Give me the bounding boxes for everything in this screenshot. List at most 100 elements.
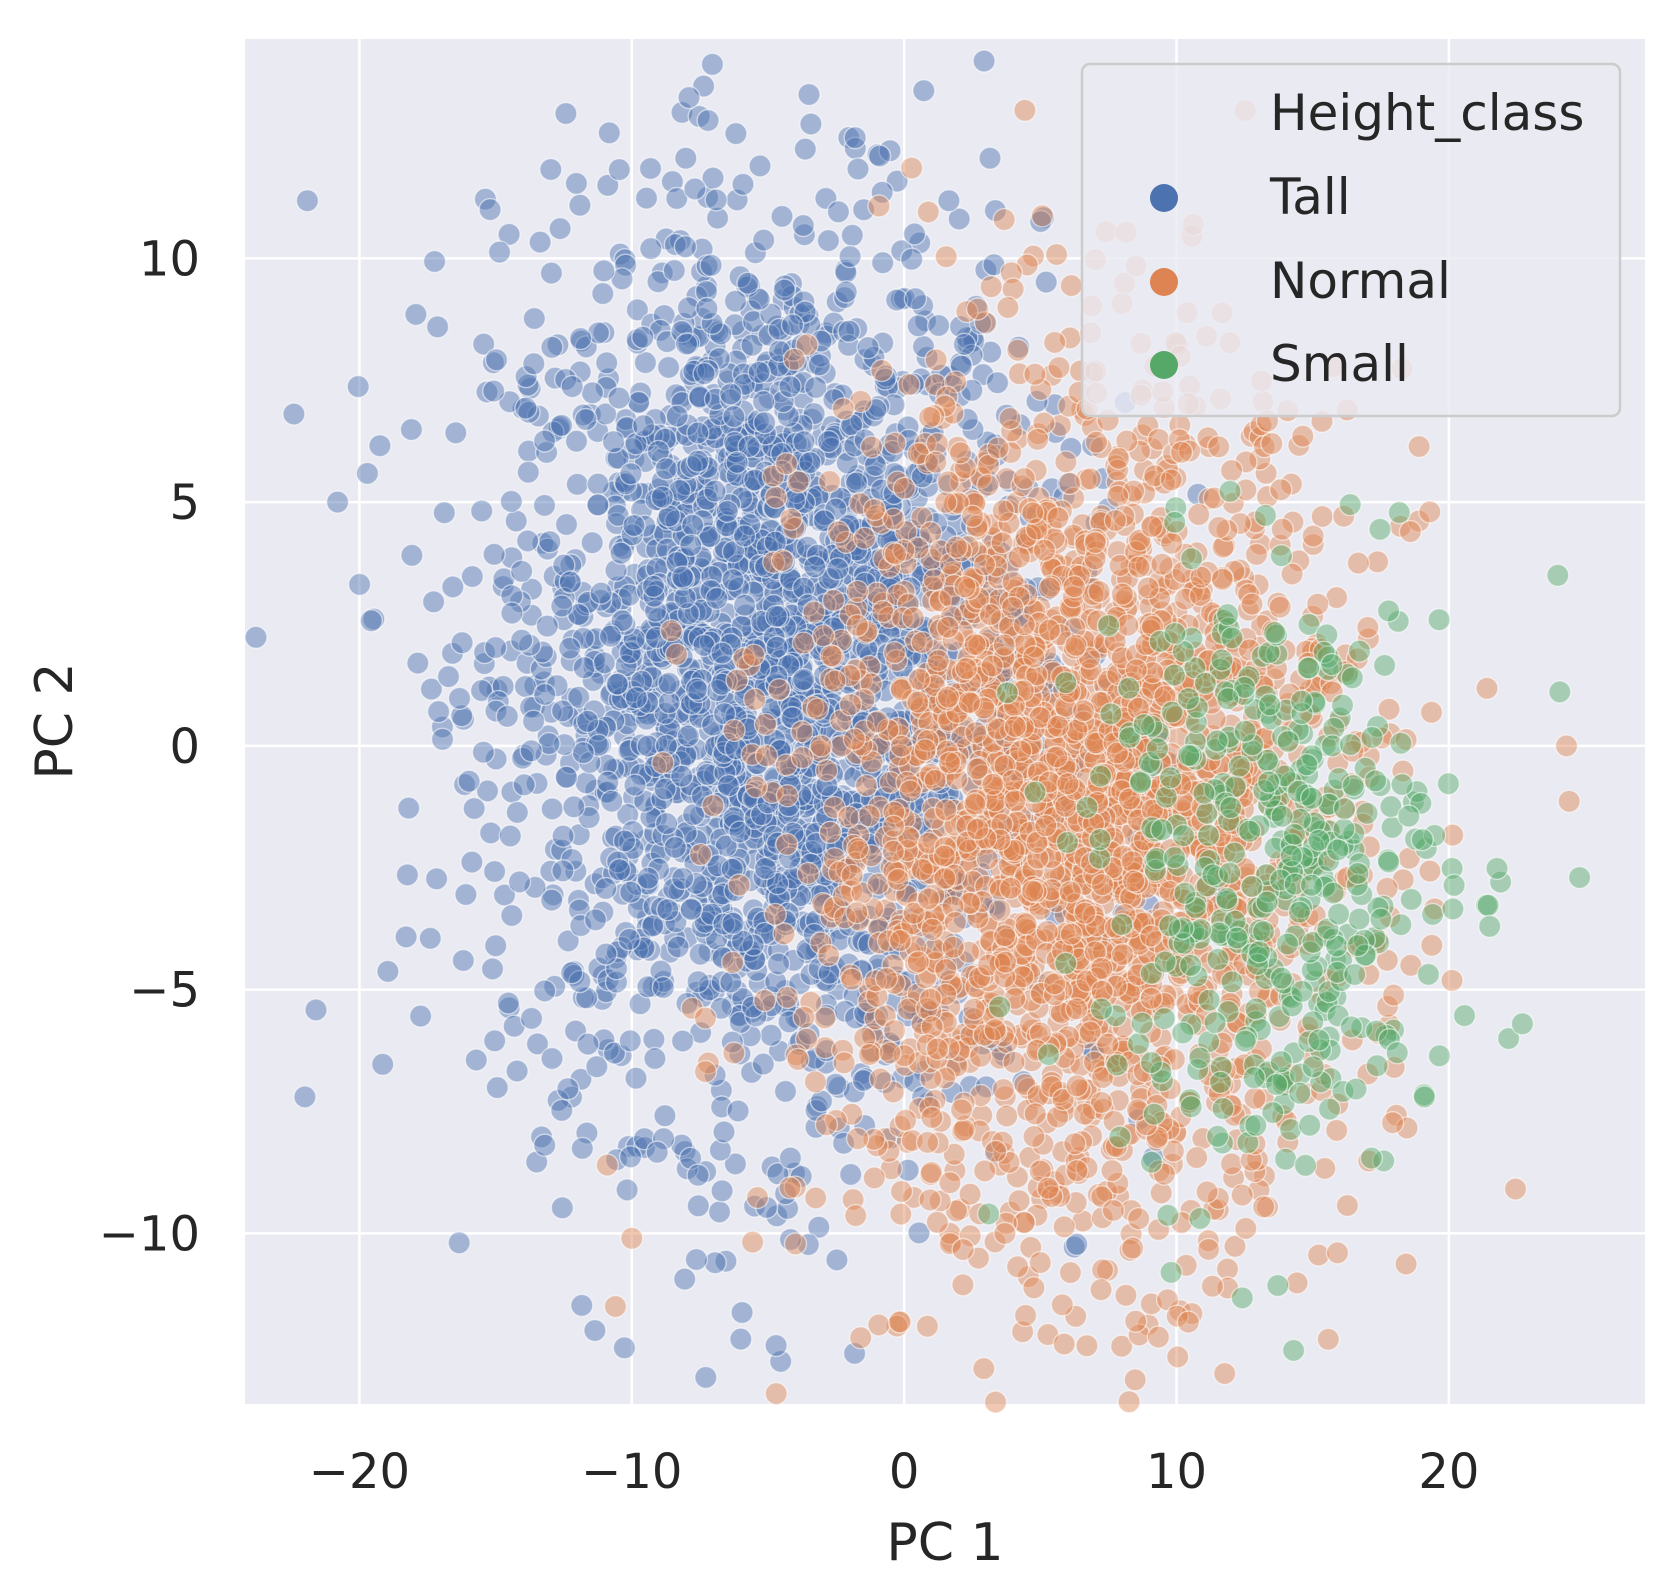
data-point bbox=[1123, 1309, 1148, 1333]
data-point bbox=[505, 800, 529, 825]
data-point bbox=[882, 640, 907, 665]
data-point bbox=[722, 718, 746, 743]
data-point bbox=[1105, 484, 1130, 508]
data-point bbox=[368, 434, 392, 458]
data-point bbox=[913, 738, 937, 762]
data-point bbox=[838, 693, 863, 717]
data-point bbox=[834, 280, 858, 304]
data-point bbox=[540, 335, 564, 359]
data-point bbox=[643, 1046, 667, 1071]
data-point bbox=[653, 1103, 677, 1128]
data-point bbox=[797, 82, 821, 107]
data-point bbox=[575, 709, 600, 733]
data-point bbox=[346, 374, 370, 399]
data-point bbox=[733, 593, 757, 617]
data-point bbox=[778, 1146, 803, 1170]
data-point bbox=[818, 820, 842, 844]
data-point bbox=[618, 1029, 642, 1053]
data-point bbox=[462, 796, 486, 821]
data-point bbox=[1291, 424, 1315, 448]
data-point bbox=[752, 410, 777, 435]
data-point bbox=[1268, 595, 1292, 619]
data-point bbox=[418, 926, 442, 950]
data-point bbox=[826, 520, 851, 544]
data-point bbox=[1324, 1118, 1349, 1143]
data-point bbox=[694, 1365, 718, 1390]
data-point bbox=[1419, 700, 1444, 724]
data-point bbox=[564, 171, 589, 196]
data-point bbox=[483, 635, 508, 660]
data-point bbox=[846, 837, 870, 861]
data-point bbox=[772, 922, 796, 946]
data-point bbox=[803, 555, 827, 579]
data-point bbox=[1059, 273, 1084, 298]
data-point bbox=[972, 1356, 996, 1381]
data-point bbox=[634, 186, 659, 210]
data-point bbox=[988, 898, 1012, 923]
data-point bbox=[282, 402, 306, 426]
data-point bbox=[887, 1310, 912, 1334]
data-point bbox=[944, 535, 969, 559]
data-point bbox=[447, 1231, 471, 1255]
data-point bbox=[673, 1267, 697, 1291]
data-point bbox=[612, 1336, 637, 1360]
data-point bbox=[1503, 1177, 1528, 1201]
data-point bbox=[920, 917, 944, 941]
data-point bbox=[726, 1099, 750, 1123]
data-point bbox=[898, 779, 922, 803]
data-point bbox=[645, 1140, 669, 1164]
data-point bbox=[802, 600, 826, 624]
data-point bbox=[903, 287, 928, 311]
data-point bbox=[1186, 502, 1211, 527]
data-point bbox=[684, 677, 709, 701]
data-point bbox=[742, 643, 766, 667]
data-point bbox=[916, 200, 940, 224]
data-point bbox=[886, 867, 910, 892]
data-point bbox=[397, 796, 421, 820]
data-point bbox=[743, 687, 767, 711]
data-point bbox=[764, 1333, 788, 1358]
data-point bbox=[744, 775, 768, 799]
data-point bbox=[1554, 734, 1579, 758]
data-point bbox=[607, 386, 631, 410]
data-point bbox=[475, 779, 500, 803]
data-point bbox=[1123, 1368, 1147, 1392]
data-point bbox=[551, 824, 575, 848]
data-point bbox=[857, 1042, 882, 1067]
data-point bbox=[464, 1048, 488, 1072]
data-point bbox=[763, 902, 787, 927]
data-point bbox=[484, 934, 508, 958]
data-point bbox=[799, 112, 823, 136]
data-point bbox=[1240, 592, 1264, 616]
data-point bbox=[1169, 440, 1194, 464]
data-point bbox=[554, 512, 579, 537]
data-point bbox=[1207, 515, 1231, 540]
data-point bbox=[485, 1075, 509, 1100]
data-point bbox=[550, 594, 574, 618]
data-point bbox=[924, 348, 948, 372]
data-point bbox=[923, 768, 947, 792]
data-point bbox=[693, 1059, 718, 1084]
data-point bbox=[705, 206, 730, 230]
data-point bbox=[522, 352, 546, 376]
data-point bbox=[804, 1186, 828, 1210]
data-point bbox=[1036, 1176, 1060, 1200]
data-point bbox=[900, 156, 924, 180]
data-point bbox=[775, 985, 799, 1009]
data-point bbox=[978, 146, 1002, 170]
data-point bbox=[990, 531, 1014, 555]
data-point bbox=[663, 835, 687, 860]
data-point bbox=[638, 156, 663, 181]
data-point bbox=[704, 188, 728, 212]
data-point bbox=[505, 1059, 529, 1083]
data-point bbox=[549, 413, 574, 438]
data-point bbox=[1234, 1216, 1258, 1241]
data-point bbox=[1200, 1274, 1225, 1298]
data-point bbox=[622, 513, 646, 538]
data-point bbox=[1381, 983, 1406, 1007]
data-point bbox=[359, 609, 383, 633]
data-point bbox=[504, 509, 528, 533]
data-point bbox=[484, 747, 508, 771]
data-point bbox=[1380, 1110, 1405, 1135]
data-point bbox=[399, 417, 424, 442]
